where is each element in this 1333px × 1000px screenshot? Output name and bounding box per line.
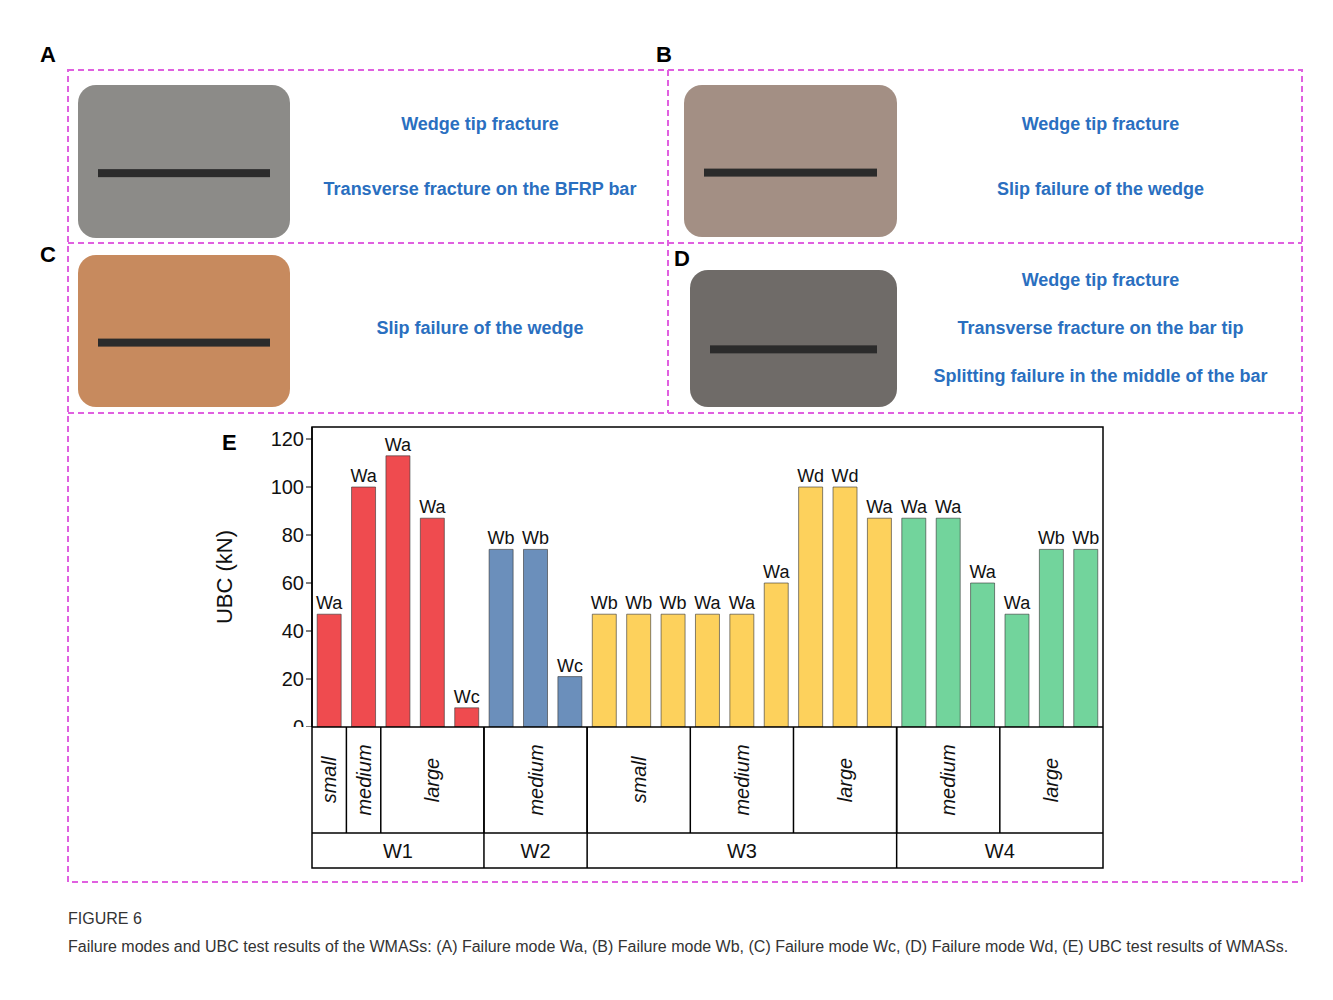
svg-text:Wd: Wd: [832, 466, 859, 486]
svg-text:C: C: [40, 242, 56, 267]
svg-text:medium: medium: [525, 744, 547, 815]
svg-text:UBC (kN): UBC (kN): [212, 530, 237, 624]
svg-text:W1: W1: [383, 840, 413, 862]
svg-text:Wa: Wa: [729, 593, 756, 613]
svg-text:medium: medium: [937, 744, 959, 815]
svg-text:Wa: Wa: [419, 497, 446, 517]
svg-text:W4: W4: [985, 840, 1015, 862]
svg-text:D: D: [674, 246, 690, 271]
svg-text:W2: W2: [521, 840, 551, 862]
svg-text:Wb: Wb: [1038, 528, 1065, 548]
svg-text:large: large: [834, 758, 856, 802]
svg-text:120: 120: [271, 428, 304, 450]
html-text:Slip failure of the wedge: Slip failure of the wedge: [997, 179, 1204, 199]
svg-text:medium: medium: [731, 744, 753, 815]
html-text:Wedge tip fracture: Wedge tip fracture: [1021, 270, 1180, 290]
svg-text:0: 0: [293, 716, 304, 727]
svg-text:Wa: Wa: [763, 562, 790, 582]
svg-text:Wa: Wa: [350, 466, 377, 486]
svg-text:Wb: Wb: [625, 593, 652, 613]
svg-text:large: large: [421, 758, 443, 802]
svg-text:B: B: [656, 42, 672, 67]
svg-text:Wa: Wa: [694, 593, 721, 613]
svg-text:small: small: [318, 756, 340, 803]
html-text:Slip failure of the wedge: Slip failure of the wedge: [376, 318, 584, 338]
svg-text:60: 60: [282, 572, 304, 594]
svg-text:W3: W3: [727, 840, 757, 862]
svg-text:20: 20: [282, 668, 304, 690]
svg-text:Wb: Wb: [488, 528, 515, 548]
svg-text:Wb: Wb: [660, 593, 687, 613]
svg-text:Wa: Wa: [316, 593, 343, 613]
svg-text:100: 100: [271, 476, 304, 498]
svg-text:Wd: Wd: [797, 466, 824, 486]
html-text:Wedge tip fracture: Wedge tip fracture: [1021, 114, 1180, 134]
svg-text:Wc: Wc: [454, 687, 480, 707]
svg-text:A: A: [40, 42, 56, 67]
html-text:Transverse fracture on the BFR: Transverse fracture on the BFRP bar: [323, 179, 637, 199]
svg-text:40: 40: [282, 620, 304, 642]
svg-text:Wc: Wc: [557, 656, 583, 676]
svg-text:Wb: Wb: [591, 593, 618, 613]
svg-text:Wb: Wb: [1072, 528, 1099, 548]
svg-text:E: E: [222, 430, 237, 455]
svg-text:large: large: [1040, 758, 1062, 802]
html-text:FIGURE 6: FIGURE 6: [68, 910, 142, 927]
svg-text:Wa: Wa: [866, 497, 893, 517]
svg-text:small: small: [628, 756, 650, 803]
svg-text:80: 80: [282, 524, 304, 546]
html-text:Failure modes and UBC test res: Failure modes and UBC test results of th…: [68, 938, 1289, 955]
html-text:Wedge tip fracture: Wedge tip fracture: [401, 114, 559, 134]
svg-text:Wa: Wa: [969, 562, 996, 582]
svg-text:Wa: Wa: [935, 497, 962, 517]
svg-text:medium: medium: [353, 744, 375, 815]
svg-text:Wa: Wa: [1004, 593, 1031, 613]
html-text:Transverse fracture on the bar: Transverse fracture on the bar tip: [957, 318, 1244, 338]
svg-text:Wa: Wa: [385, 435, 412, 455]
html-text:Splitting failure in the middl: Splitting failure in the middle of the b…: [933, 366, 1268, 386]
svg-text:Wb: Wb: [522, 528, 549, 548]
svg-text:Wa: Wa: [901, 497, 928, 517]
